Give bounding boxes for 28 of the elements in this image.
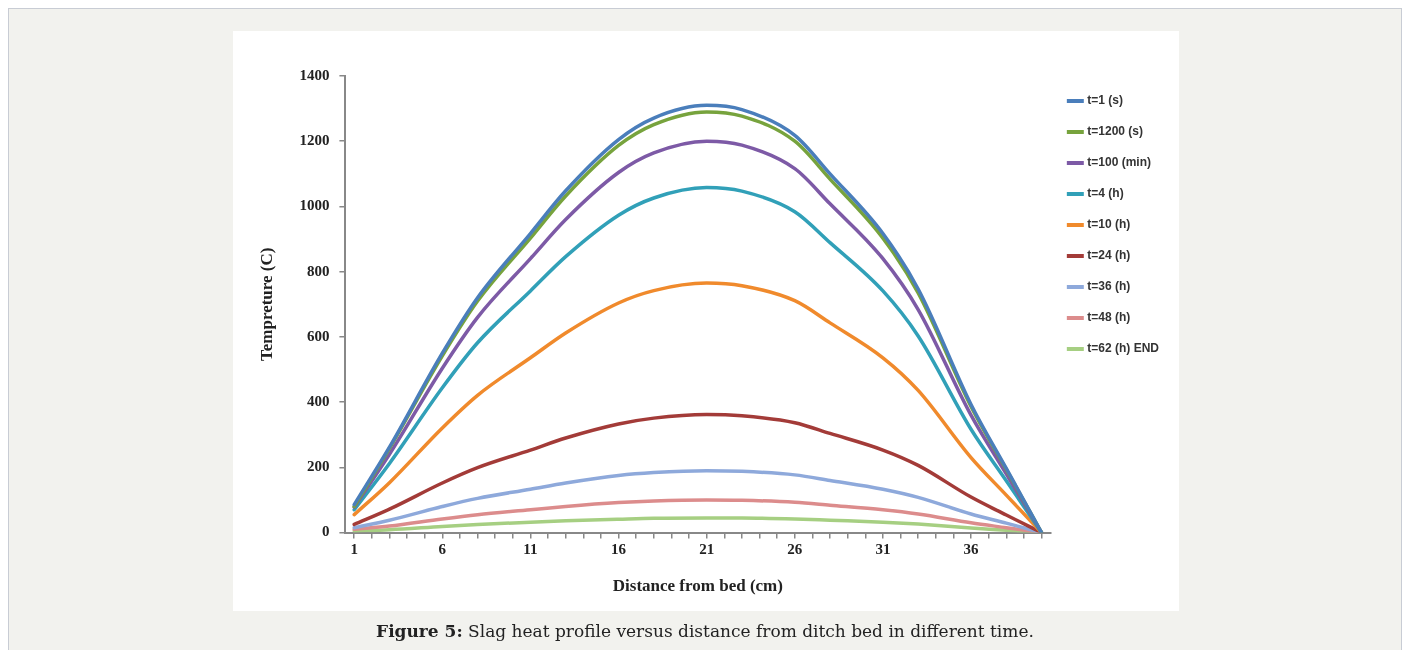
y-tick-label: 0 (321, 523, 330, 540)
legend-label: t=10 (h) (1087, 217, 1131, 232)
y-tick-label: 400 (306, 393, 330, 410)
x-tick-label: 26 (787, 541, 803, 558)
x-tick-label: 31 (875, 541, 891, 558)
legend-label: t=100 (min) (1087, 155, 1152, 170)
x-tick-label: 11 (523, 541, 538, 558)
y-axis-title: Tempreture (C) (256, 247, 276, 362)
legend-label: t=4 (h) (1087, 186, 1124, 201)
y-tick-label: 1400 (299, 66, 330, 83)
legend-label: t=62 (h) END (1087, 341, 1160, 356)
x-tick-label: 16 (611, 541, 627, 558)
x-tick-label: 36 (963, 541, 980, 558)
caption: Figure 5: Slag heat profile versus distance from ditch bed in different time. (375, 621, 1035, 641)
y-tick-label: 1000 (299, 197, 330, 214)
legend-label: t=48 (h) (1087, 310, 1131, 325)
legend-label: t=36 (h) (1087, 279, 1131, 294)
y-tick-label: 800 (306, 262, 330, 279)
legend-label: t=24 (h) (1087, 248, 1131, 263)
x-tick-label: 21 (699, 541, 715, 558)
x-tick-label: 1 (350, 541, 358, 558)
x-axis-title: Distance from bed (cm) (612, 576, 783, 596)
legend-label: t=1200 (s) (1087, 124, 1144, 139)
legend-label: t=1 (s) (1087, 93, 1124, 108)
y-tick-label: 1200 (299, 132, 330, 149)
y-tick-label: 200 (306, 458, 330, 475)
x-tick-label: 6 (438, 541, 447, 558)
y-tick-label: 600 (306, 327, 330, 344)
